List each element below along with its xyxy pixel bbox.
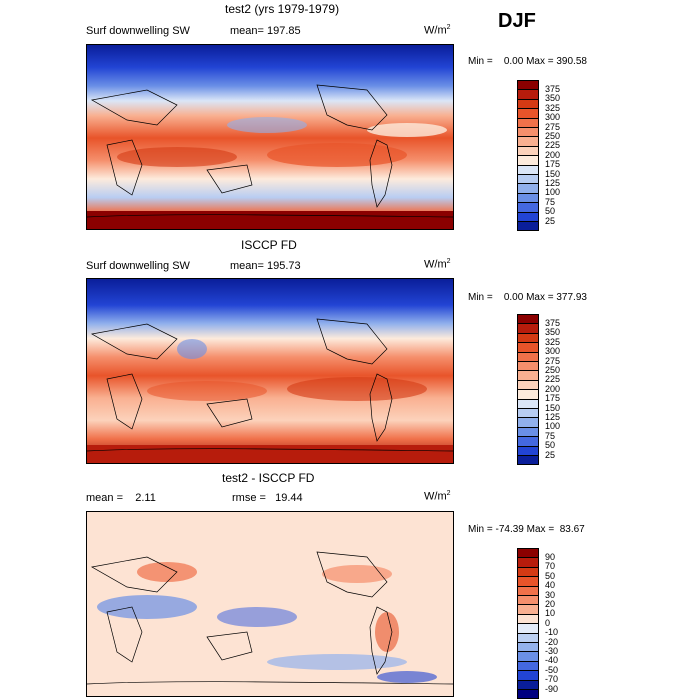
panel-2-mean: mean= 195.73 xyxy=(230,260,301,272)
colorbar-tick-label: -30 xyxy=(545,645,559,656)
colorbar-tick-label: 350 xyxy=(545,327,561,338)
panel-3-colorbar: 90 70 50 40 30 20 10 0 -10 -20 -30 -40 -50 -70 -90 xyxy=(517,548,558,700)
panel-3-title: test2 - ISCCP FD xyxy=(222,471,315,485)
colorbar-tick-label: 20 xyxy=(545,598,556,609)
panel-2-title: ISCCP FD xyxy=(241,238,297,252)
panel-1-variable: Surf downwelling SW xyxy=(86,25,190,37)
colorbar-tick-label: 325 xyxy=(545,336,561,347)
season-label: DJF xyxy=(498,10,536,32)
colorbar-tick-label: 50 xyxy=(545,570,556,581)
panel-1-colorbar: 375 350 325 300 275 250 225 200 175 150 125 100 75 50… xyxy=(517,80,560,232)
panel-3-rmse: rmse = 19.44 xyxy=(232,492,303,504)
panel-1-minmax: Min = 0.00 Max = 390.58 xyxy=(468,56,587,67)
colorbar-tick-label: 100 xyxy=(545,187,561,198)
colorbar-tick-label: 250 xyxy=(545,130,561,141)
panel-2-colorbar: 375 350 325 300 275 250 225 200 175 150 125 100 75 50… xyxy=(517,314,560,466)
colorbar-tick-label: 75 xyxy=(545,430,556,441)
colorbar-tick-label: 90 xyxy=(545,551,556,562)
colorbar-tick-label: 150 xyxy=(545,402,561,413)
colorbar-tick-label: 125 xyxy=(545,177,561,188)
panel-1-map xyxy=(86,44,454,230)
colorbar-tick-label: 375 xyxy=(545,317,561,328)
colorbar-tick-label: 175 xyxy=(545,393,561,404)
colorbar-tick-label: 250 xyxy=(545,364,561,375)
colorbar-tick-label: 225 xyxy=(545,140,561,151)
colorbar-tick-label: -20 xyxy=(545,636,559,647)
panel-2-minmax: Min = 0.00 Max = 377.93 xyxy=(468,292,587,303)
panel-3-mean: mean = 2.11 xyxy=(86,492,156,504)
colorbar-tick-label: -10 xyxy=(545,627,559,638)
colorbar-tick-label: 325 xyxy=(545,102,561,113)
colorbar-tick-label: 375 xyxy=(545,83,561,94)
panel-3-minmax: Min = -74.39 Max = 83.67 xyxy=(468,524,585,535)
map-1-svg xyxy=(87,45,453,229)
colorbar-tick-label: 0 xyxy=(545,617,551,628)
map-3-svg xyxy=(87,512,453,696)
colorbar-tick-label: 200 xyxy=(545,149,561,160)
colorbar-tick-label: 25 xyxy=(545,449,556,460)
colorbar-tick-label: 40 xyxy=(545,580,556,591)
colorbar-tick-label: 30 xyxy=(545,589,556,600)
panel-2-map xyxy=(86,278,454,464)
colorbar-tick-label: -70 xyxy=(545,674,559,685)
colorbar-tick-label: 300 xyxy=(545,112,561,123)
colorbar-tick-label: 350 xyxy=(545,93,561,104)
colorbar-tick-label: 200 xyxy=(545,383,561,394)
colorbar-tick-label: 175 xyxy=(545,159,561,170)
colorbar-tick-label: -90 xyxy=(545,683,559,694)
colorbar-tick-label: 25 xyxy=(545,215,556,226)
colorbar-tick-label: -50 xyxy=(545,664,559,675)
colorbar-swatch xyxy=(517,221,539,232)
colorbar-tick-label: 70 xyxy=(545,561,556,572)
panel-1-mean: mean= 197.85 xyxy=(230,25,301,37)
colorbar-tick-label: 125 xyxy=(545,411,561,422)
colorbar-tick-label: 50 xyxy=(545,206,556,217)
colorbar-tick-label: 275 xyxy=(545,121,561,132)
colorbar-tick-label: 100 xyxy=(545,421,561,432)
panel-1-units: W/m2 xyxy=(424,24,451,37)
panel-3-map xyxy=(86,511,454,697)
panel-1-title: test2 (yrs 1979-1979) xyxy=(225,2,340,16)
colorbar-tick-label: 225 xyxy=(545,374,561,385)
colorbar-tick-label: 275 xyxy=(545,355,561,366)
colorbar-tick-label: 75 xyxy=(545,196,556,207)
colorbar-tick-label: 150 xyxy=(545,168,561,179)
colorbar-swatch xyxy=(517,455,539,466)
colorbar-tick-label: 300 xyxy=(545,346,561,357)
map-2-svg xyxy=(87,279,453,463)
colorbar-tick-label: -40 xyxy=(545,655,559,666)
panel-2-units: W/m2 xyxy=(424,258,451,271)
panel-3-units: W/m2 xyxy=(424,490,451,503)
colorbar-tick-label: 50 xyxy=(545,440,556,451)
panel-2-variable: Surf downwelling SW xyxy=(86,260,190,272)
colorbar-tick-label: 10 xyxy=(545,608,556,619)
colorbar-swatch xyxy=(517,689,539,700)
